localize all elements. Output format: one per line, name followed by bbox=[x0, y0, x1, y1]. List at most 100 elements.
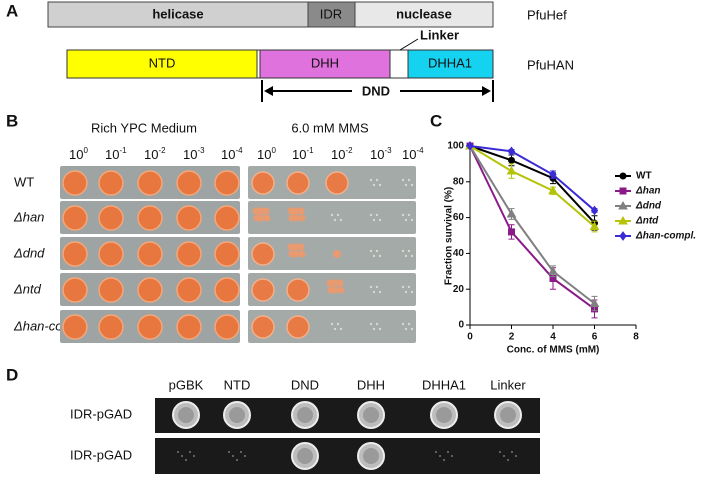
colony-speck bbox=[327, 286, 335, 294]
dilution-label: 10-3 bbox=[183, 146, 205, 162]
point bbox=[466, 141, 474, 151]
domain-label: DHHA1 bbox=[428, 55, 472, 70]
x-tick-label: 0 bbox=[467, 332, 473, 343]
colony-speck bbox=[298, 214, 306, 222]
dilution-base: 10 bbox=[144, 147, 158, 162]
series-line bbox=[469, 145, 596, 224]
y-tick-label: 100 bbox=[447, 141, 464, 152]
point bbox=[589, 298, 600, 308]
colony-speck bbox=[330, 322, 334, 326]
dilution-base: 10 bbox=[402, 147, 416, 162]
colony-spot bbox=[286, 278, 310, 302]
dilution-label: 10-2 bbox=[331, 146, 353, 162]
legend-label: WT bbox=[636, 171, 652, 182]
domain-nuclease bbox=[354, 1, 494, 28]
colony-speck bbox=[410, 218, 414, 222]
yeast-speck bbox=[503, 455, 505, 457]
column-label: DND bbox=[291, 377, 319, 392]
colony-spot bbox=[176, 314, 202, 340]
dilution-exp: -2 bbox=[345, 146, 353, 155]
legend-label: Δhan bbox=[635, 186, 661, 197]
colony-speck bbox=[404, 327, 408, 331]
column-label: DHH bbox=[357, 377, 385, 392]
colony-speck bbox=[369, 249, 373, 253]
yeast-speck bbox=[451, 455, 453, 457]
colony-speck bbox=[369, 285, 373, 289]
colony-speck bbox=[336, 322, 340, 326]
domain-dhha1 bbox=[407, 49, 494, 79]
column-label: pGBK bbox=[169, 377, 204, 392]
panel-label: C bbox=[430, 111, 442, 130]
colony-speck bbox=[375, 285, 379, 289]
survival-chart: C Fraction survival (%) Conc. of MMS (mM… bbox=[430, 111, 696, 355]
colony-speck bbox=[372, 254, 376, 258]
colony-speck bbox=[410, 290, 414, 294]
colony-spot bbox=[98, 170, 124, 196]
point bbox=[506, 209, 517, 218]
dilution-base: 10 bbox=[370, 147, 384, 162]
yeast-speck bbox=[185, 459, 187, 461]
colony-speck bbox=[378, 327, 382, 331]
series-line bbox=[469, 145, 596, 310]
point bbox=[548, 185, 558, 195]
colony-spot bbox=[176, 277, 202, 303]
colony-speck bbox=[378, 254, 382, 258]
strain-label: Δdnd bbox=[13, 245, 45, 260]
dilution-label: 10-1 bbox=[105, 146, 127, 162]
point bbox=[589, 221, 600, 231]
medium-label: 6.0 mM MMS bbox=[291, 120, 369, 135]
yeast-speck bbox=[447, 451, 449, 453]
dilution-label: 10-4 bbox=[402, 146, 424, 162]
dilution-base: 10 bbox=[105, 147, 119, 162]
colony-speck bbox=[339, 218, 343, 222]
series-line bbox=[469, 145, 596, 305]
colony-speck bbox=[375, 249, 379, 253]
colony-speck bbox=[410, 183, 414, 187]
colony-spot bbox=[137, 314, 163, 340]
colony-speck bbox=[404, 290, 408, 294]
yeast-speck bbox=[443, 459, 445, 461]
point bbox=[506, 166, 517, 175]
dilution-base: 10 bbox=[221, 147, 235, 162]
yeast-speck bbox=[439, 455, 441, 457]
colony-speck bbox=[407, 213, 411, 217]
span-label-bg bbox=[352, 83, 400, 100]
dilution-label: 10-2 bbox=[144, 146, 166, 162]
dilution-exp: -1 bbox=[306, 146, 314, 155]
colony-speck bbox=[401, 322, 405, 326]
yeast-spot-core bbox=[436, 407, 452, 423]
dilution-label: 10-1 bbox=[292, 146, 314, 162]
point bbox=[618, 200, 628, 210]
colony-speck bbox=[337, 286, 345, 294]
colony-speck bbox=[298, 250, 306, 258]
yeast-spot-core bbox=[229, 407, 245, 423]
dilution-exp: -4 bbox=[416, 146, 424, 155]
linker-label: Linker bbox=[420, 27, 459, 42]
x-tick-label: 4 bbox=[550, 332, 556, 343]
colony-spot bbox=[62, 205, 88, 231]
colony-speck bbox=[401, 285, 405, 289]
dilution-exp: -4 bbox=[235, 146, 243, 155]
domain-helicase bbox=[47, 1, 309, 28]
yeast-spot-core bbox=[297, 407, 313, 423]
yeast-speck bbox=[193, 455, 195, 457]
y-axis-label: Fraction survival (%) bbox=[444, 187, 455, 285]
yeast-speck bbox=[232, 455, 234, 457]
protein-name: PfuHAN bbox=[527, 57, 574, 72]
y-tick-label: 80 bbox=[453, 176, 465, 187]
series-line bbox=[469, 145, 596, 228]
colony-speck bbox=[253, 214, 261, 222]
colony-spot bbox=[251, 171, 275, 195]
colony-spot bbox=[214, 241, 240, 267]
colony-speck bbox=[369, 322, 373, 326]
yeast-speck bbox=[177, 451, 179, 453]
row-label: IDR-pGAD bbox=[70, 406, 132, 421]
point bbox=[508, 156, 515, 164]
colony-spot bbox=[325, 171, 349, 195]
yeast-spot-core bbox=[500, 407, 516, 423]
colony-speck bbox=[375, 178, 379, 182]
dilution-label: 10-4 bbox=[221, 146, 243, 162]
yeast-speck bbox=[507, 459, 509, 461]
colony-spot bbox=[176, 205, 202, 231]
